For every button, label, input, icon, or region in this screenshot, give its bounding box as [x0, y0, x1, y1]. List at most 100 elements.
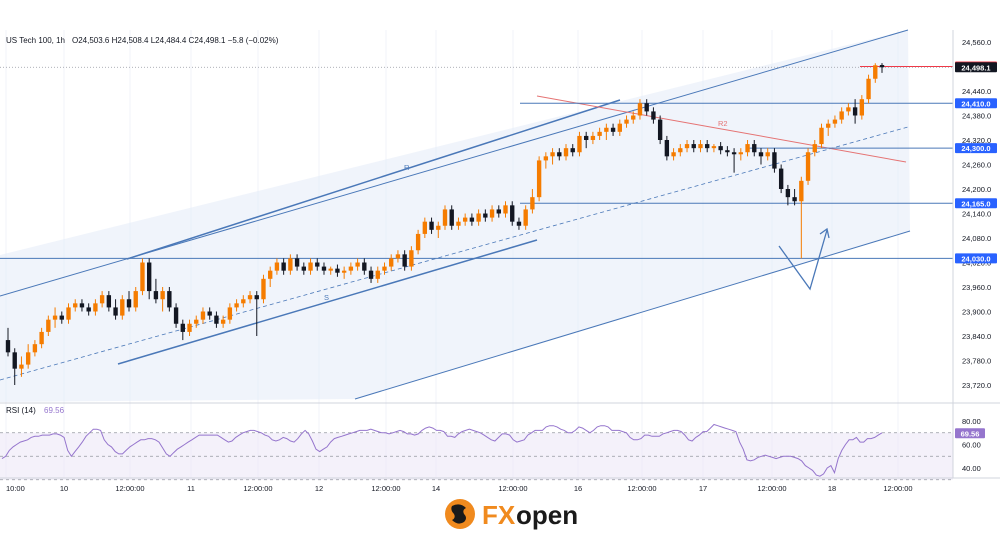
- candle-body: [684, 144, 690, 149]
- candle-body: [738, 152, 744, 155]
- candle-body: [288, 258, 293, 271]
- candle-body: [59, 315, 64, 320]
- candle-body: [442, 209, 448, 226]
- symbol-title[interactable]: US Tech 100, 1h: [6, 36, 65, 45]
- candle-body: [812, 144, 817, 153]
- candle-body: [409, 250, 414, 267]
- rsi-current-value: 69.56: [44, 406, 65, 415]
- candle-body: [785, 189, 791, 198]
- trend-channel: [0, 29, 953, 402]
- price-tick-label: 23,840.0: [962, 332, 991, 341]
- price-tick-label: 23,960.0: [962, 283, 991, 292]
- price-tick-label: 24,380.0: [962, 112, 991, 121]
- candle-body: [523, 209, 528, 226]
- time-tick-label: 12:00:00: [757, 484, 786, 493]
- candle-body: [194, 319, 199, 324]
- candle-body: [859, 99, 865, 116]
- candle-body: [725, 150, 730, 153]
- candle-body: [5, 340, 11, 353]
- candle-body: [503, 205, 508, 214]
- logo-prefix: FX: [482, 500, 516, 530]
- price-tick-label: 24,140.0: [962, 210, 991, 219]
- candle-body: [241, 299, 246, 304]
- time-tick-label: 16: [574, 484, 582, 493]
- candle-body: [86, 307, 91, 312]
- candle-body: [39, 331, 44, 345]
- candle-body: [268, 270, 273, 279]
- candle-body: [93, 303, 98, 312]
- candle-body: [617, 123, 622, 132]
- candle-body: [852, 107, 858, 116]
- candle-body: [718, 146, 723, 151]
- rsi-line: [1, 423, 883, 477]
- candle-body: [73, 303, 78, 308]
- time-tick-label: 14: [432, 484, 440, 493]
- candle-body: [631, 115, 636, 120]
- price-tick-label: 24,260.0: [962, 161, 991, 170]
- candle-body: [752, 144, 757, 153]
- candle-body: [866, 78, 871, 100]
- price-level-label: 24,030.0: [961, 254, 990, 263]
- candle-body: [19, 364, 24, 369]
- support-line: [117, 239, 538, 365]
- candle-body: [46, 319, 51, 332]
- candle-body: [489, 209, 495, 218]
- candle-body: [200, 311, 206, 320]
- time-tick-label: 12:00:00: [371, 484, 400, 493]
- price-tick-label: 24,560.0: [962, 38, 991, 47]
- time-tick-label: 11: [187, 484, 195, 493]
- logo-mane-icon: [451, 504, 466, 524]
- candle-body: [597, 131, 602, 136]
- candle-body: [778, 168, 784, 189]
- candle-body: [583, 135, 589, 140]
- candle-body: [671, 152, 676, 157]
- candle-body: [678, 148, 683, 153]
- candle-body: [395, 254, 401, 259]
- time-tick-label: 12:00:00: [883, 484, 912, 493]
- candle-body: [153, 291, 159, 300]
- rsi-tick-label: 80.00: [962, 417, 981, 426]
- candle-body: [557, 152, 562, 157]
- candle-body: [705, 144, 710, 149]
- rsi-indicator: [0, 423, 953, 481]
- price-level-label: 24,498.1: [961, 63, 990, 72]
- candle-body: [483, 213, 488, 218]
- candle-body: [254, 295, 259, 300]
- candle-body: [610, 127, 616, 132]
- candle-body: [731, 152, 737, 155]
- candle-body: [220, 319, 226, 324]
- candle-body: [52, 315, 58, 320]
- candle-body: [301, 266, 307, 271]
- candle-body: [698, 144, 703, 149]
- candle-body: [187, 323, 192, 332]
- time-tick-label: 12:00:00: [243, 484, 272, 493]
- candle-body: [536, 160, 542, 198]
- candle-body: [281, 262, 286, 271]
- price-level-tag: [955, 253, 997, 264]
- candle-body: [543, 156, 549, 161]
- candle-body: [368, 270, 374, 279]
- candle-body: [140, 262, 145, 292]
- candle-body: [348, 266, 354, 271]
- price-axis[interactable]: 24,560.024,500.024,440.024,380.024,320.0…: [955, 38, 997, 473]
- candle-body: [530, 197, 535, 210]
- candle-body: [167, 291, 172, 308]
- annotations: R S R2: [324, 119, 830, 302]
- rsi-title[interactable]: RSI (14): [6, 406, 36, 415]
- candle-body: [691, 144, 696, 149]
- resistance-line: [126, 99, 621, 260]
- candle-body: [469, 217, 475, 222]
- time-tick-label: 12: [315, 484, 323, 493]
- candle-body: [106, 295, 112, 308]
- candle-body: [651, 111, 656, 120]
- time-tick-label: 12:00:00: [627, 484, 656, 493]
- price-level-label: 24,165.0: [961, 199, 990, 208]
- candle-body: [113, 307, 118, 316]
- rsi-value-tag-label: 69.56: [961, 429, 980, 438]
- candle-body: [577, 135, 582, 153]
- candle-body: [207, 311, 212, 316]
- time-axis[interactable]: 10:00 10 12:00:00 11 12:00:00 12 12:00:00 14 12:…: [6, 484, 913, 493]
- candle-body: [180, 323, 185, 332]
- resistance2-label: R2: [718, 119, 728, 128]
- projection-arrowhead-icon: [819, 227, 830, 239]
